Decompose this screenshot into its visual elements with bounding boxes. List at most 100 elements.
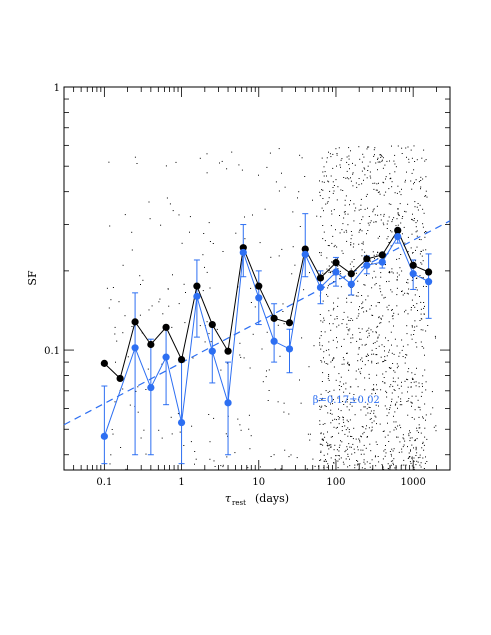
background-point	[326, 175, 327, 177]
background-point	[361, 436, 362, 438]
background-point	[327, 201, 329, 203]
background-point	[386, 281, 387, 283]
background-point	[411, 299, 413, 301]
background-point	[378, 182, 379, 184]
background-point	[346, 326, 348, 328]
background-point	[416, 235, 418, 237]
background-point	[377, 337, 379, 339]
background-point	[335, 427, 337, 429]
background-point	[416, 427, 418, 429]
background-point	[341, 363, 343, 365]
background-point	[209, 441, 211, 443]
background-point	[397, 313, 399, 315]
background-point	[203, 233, 205, 234]
background-point	[422, 223, 424, 225]
background-point	[383, 346, 385, 348]
background-point	[348, 443, 350, 445]
background-point	[425, 456, 426, 458]
background-point	[378, 191, 380, 193]
background-point	[413, 220, 415, 222]
background-point	[420, 395, 422, 397]
series-1-point	[394, 226, 402, 235]
background-point	[365, 299, 367, 301]
background-point	[366, 148, 368, 150]
background-point	[410, 309, 412, 311]
background-point	[415, 464, 417, 466]
background-point	[324, 460, 326, 462]
background-point	[360, 453, 362, 455]
background-point	[415, 179, 417, 181]
background-point	[377, 169, 378, 171]
background-point	[325, 363, 327, 364]
background-point	[404, 440, 406, 442]
background-point	[375, 162, 377, 164]
background-point	[348, 364, 350, 366]
background-point	[420, 313, 422, 315]
background-point	[351, 436, 353, 437]
background-point	[350, 386, 352, 388]
background-point	[421, 157, 423, 159]
background-point	[206, 172, 208, 174]
background-point	[370, 430, 372, 432]
background-point	[426, 438, 428, 440]
background-point	[380, 219, 382, 221]
background-point	[185, 292, 186, 293]
background-point	[254, 306, 256, 308]
background-point	[406, 333, 408, 335]
background-point	[329, 190, 331, 192]
background-point	[420, 341, 422, 343]
background-point	[377, 252, 379, 254]
background-point	[420, 250, 422, 252]
background-point	[345, 382, 347, 384]
background-point	[418, 431, 419, 433]
background-point	[434, 335, 436, 337]
background-point	[234, 452, 236, 454]
background-point	[337, 467, 339, 469]
background-point	[357, 315, 359, 317]
background-point	[349, 392, 351, 394]
background-point	[324, 240, 326, 242]
background-point	[366, 436, 368, 438]
background-point	[376, 354, 378, 356]
series-line-2	[103, 235, 429, 437]
background-point	[420, 176, 422, 178]
background-point	[328, 271, 330, 273]
background-point	[397, 365, 399, 367]
background-point	[397, 185, 399, 187]
background-point	[314, 465, 316, 467]
background-point	[397, 213, 399, 215]
background-point	[380, 214, 382, 216]
background-point	[377, 325, 379, 327]
background-point	[319, 408, 321, 410]
background-point	[165, 165, 167, 167]
background-point	[359, 223, 361, 224]
background-point	[184, 322, 186, 324]
background-point	[112, 433, 114, 435]
background-point	[420, 239, 422, 241]
series-1-point	[347, 270, 355, 278]
background-point	[220, 369, 222, 371]
background-point	[420, 186, 422, 188]
background-point	[194, 451, 196, 452]
background-point	[375, 283, 377, 284]
background-point	[261, 348, 263, 350]
background-point	[359, 441, 361, 443]
background-point	[390, 464, 392, 466]
background-point	[372, 331, 374, 333]
background-point	[418, 181, 420, 183]
background-point	[343, 277, 345, 279]
background-point	[148, 309, 150, 311]
background-point	[364, 468, 366, 469]
background-point	[365, 355, 367, 357]
background-point	[330, 175, 332, 177]
background-point	[393, 370, 395, 372]
background-point	[343, 217, 345, 219]
background-point	[411, 372, 413, 374]
background-point	[382, 381, 384, 383]
background-point	[415, 385, 417, 387]
background-point	[268, 369, 270, 371]
background-point	[354, 164, 356, 166]
background-point	[140, 437, 142, 439]
background-point	[419, 409, 421, 411]
background-point	[364, 389, 366, 391]
